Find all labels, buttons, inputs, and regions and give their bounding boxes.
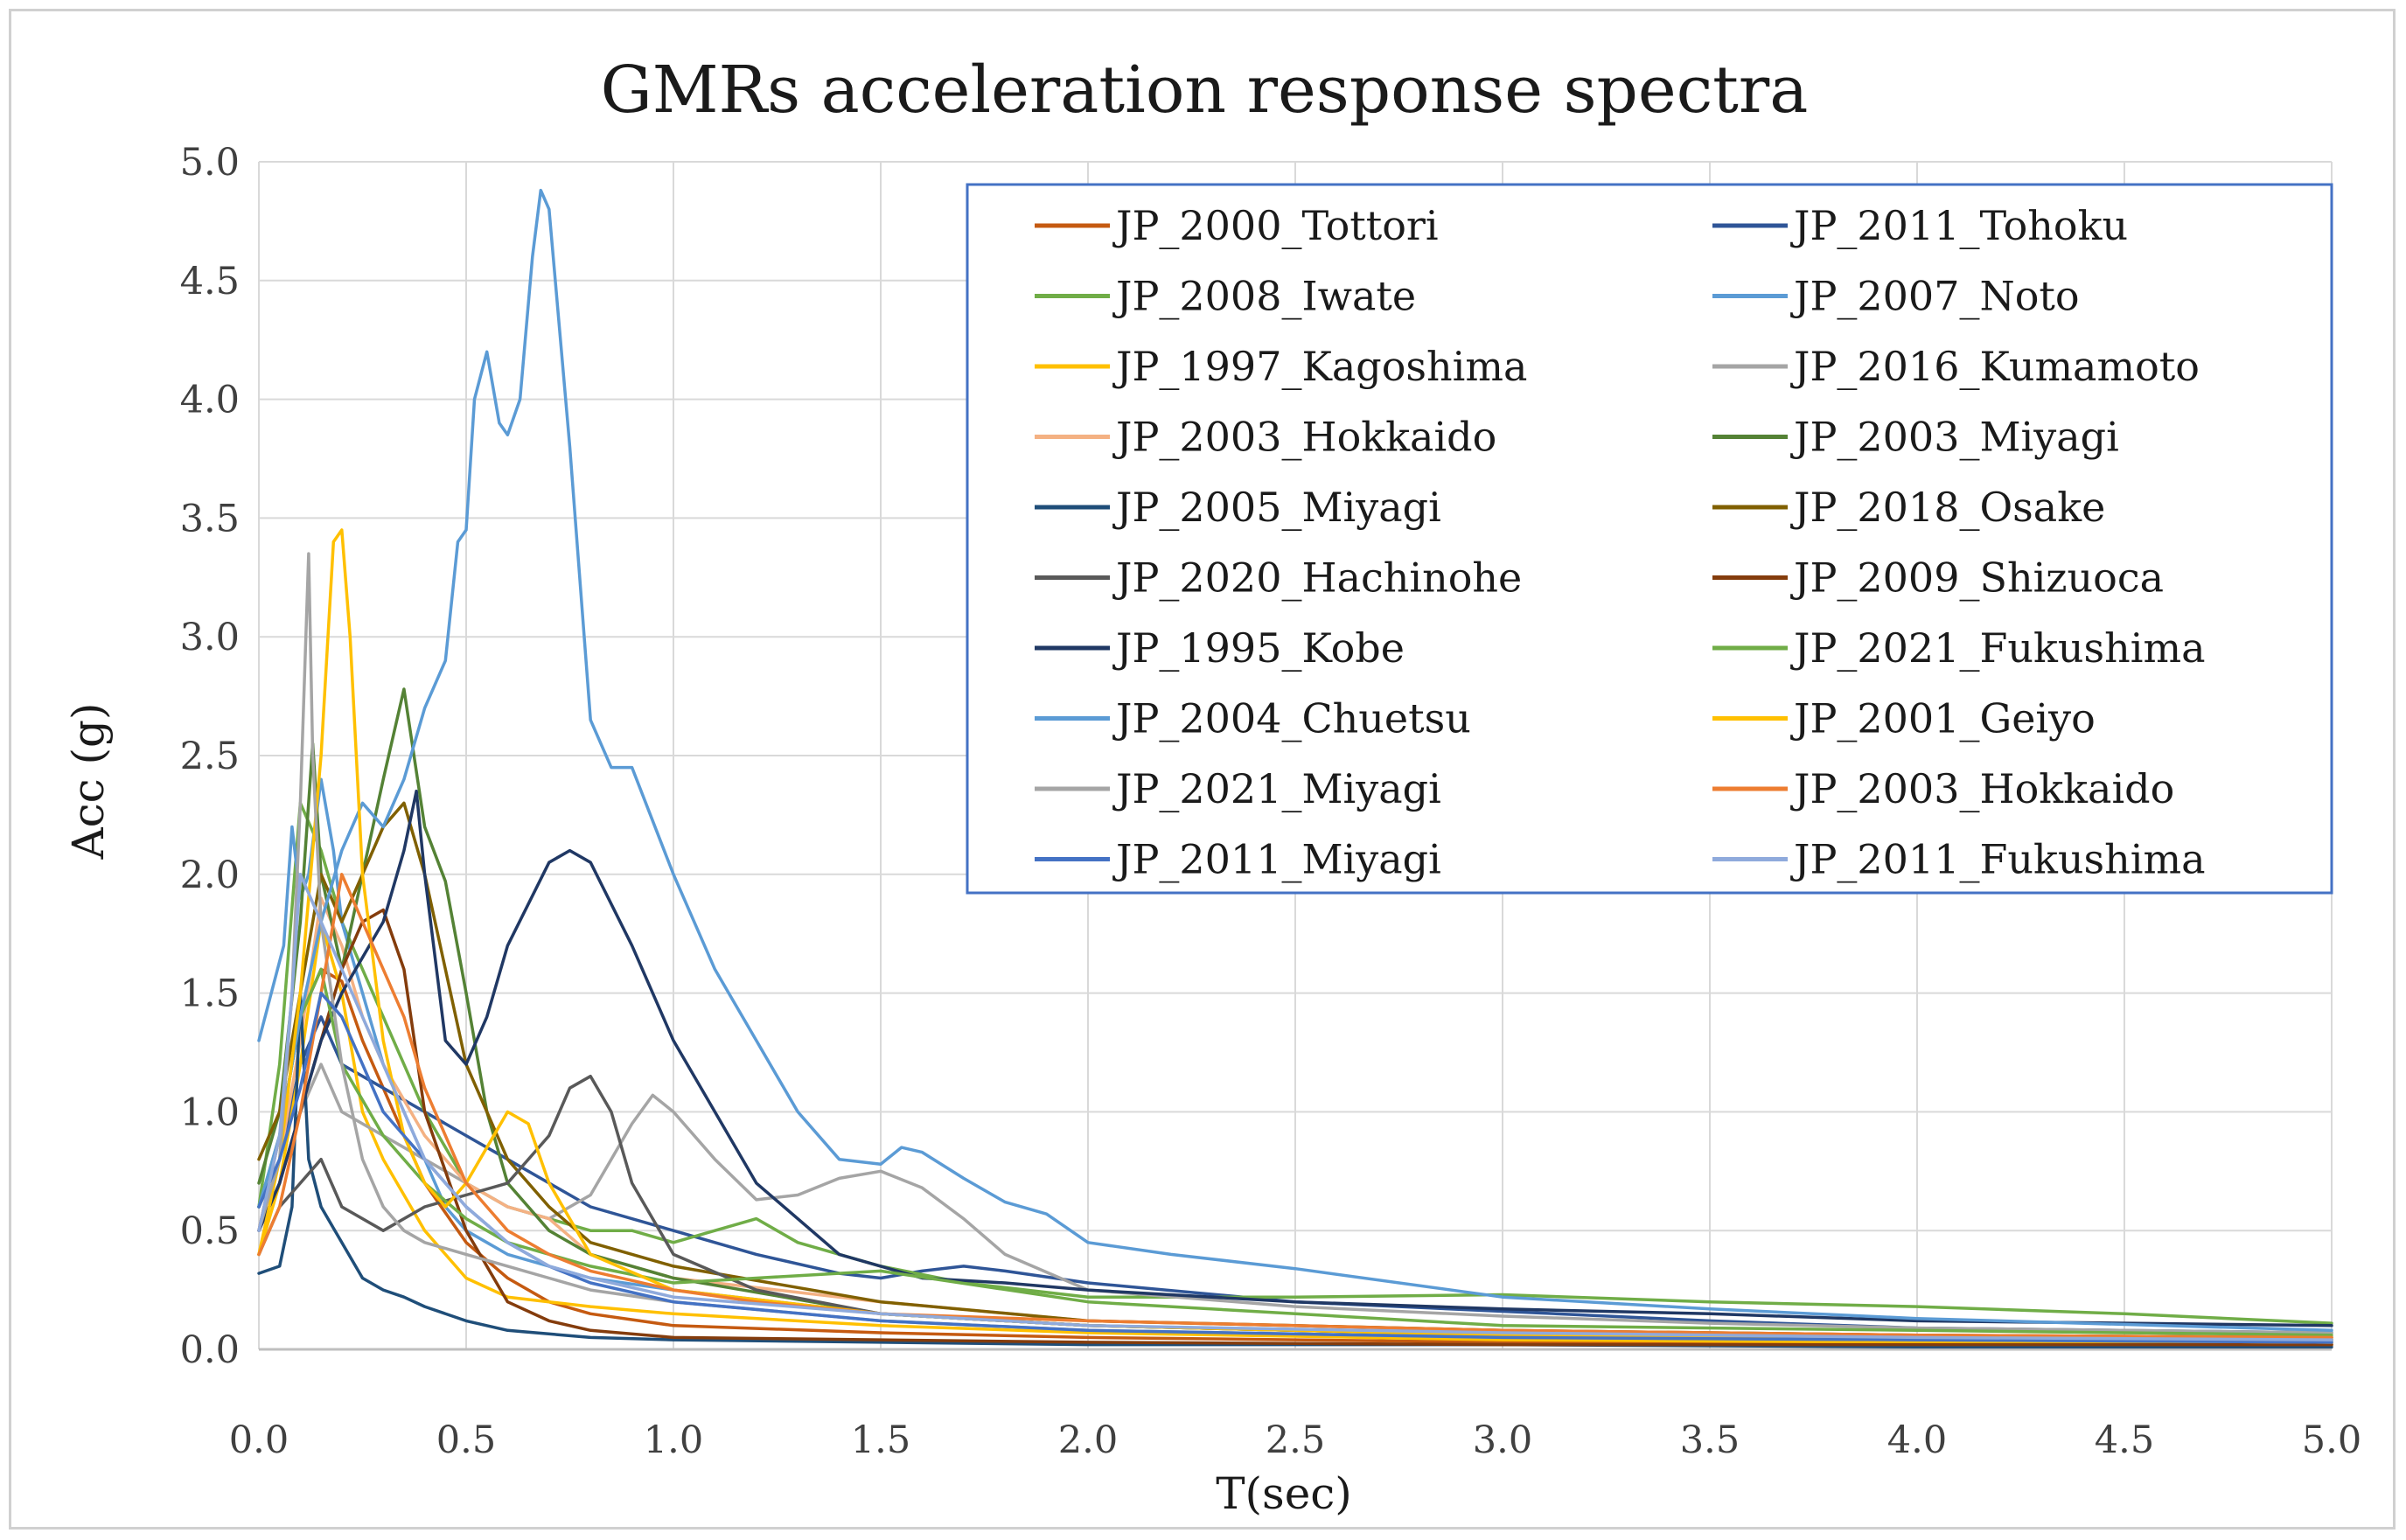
series-line-jp-2011-fukushima bbox=[257, 873, 2333, 1341]
legend-label: JP_2003_Hokkaido bbox=[1790, 765, 2174, 812]
series-line-jp-2005-miyagi bbox=[257, 991, 2333, 1349]
legend-label: JP_2005_Miyagi bbox=[1112, 484, 1441, 531]
legend: JP_2000_Tottori JP_2011_Tohoku JP_2008_Iwa… bbox=[966, 183, 2333, 895]
legend-label: JP_2021_Fukushima bbox=[1790, 624, 2206, 672]
y-tick-label: 4.0 bbox=[180, 379, 240, 422]
legend-label: JP_2003_Hokkaido bbox=[1112, 414, 1496, 461]
series-line-jp-1995-kobe bbox=[257, 789, 2333, 1327]
y-tick-label: 2.5 bbox=[180, 735, 240, 778]
x-tick-label: 0.0 bbox=[229, 1418, 289, 1462]
legend-label: JP_2007_Noto bbox=[1790, 273, 2080, 320]
y-tick-label: 0.5 bbox=[180, 1209, 240, 1253]
y-tick-label: 4.5 bbox=[180, 260, 240, 303]
legend-label: JP_2011_Tohoku bbox=[1790, 202, 2128, 249]
chart-svg: GMRs acceleration response spectra 0.00.… bbox=[63, 52, 2361, 1519]
legend-label: JP_2021_Miyagi bbox=[1112, 765, 1441, 812]
x-tick-label: 3.0 bbox=[1473, 1418, 1532, 1462]
legend-label: JP_2009_Shizuoca bbox=[1790, 554, 2164, 602]
y-tick-label: 3.0 bbox=[180, 616, 240, 659]
y-axis-title: Acc (g) bbox=[63, 702, 114, 860]
series-line-jp-2003-hokkaido bbox=[257, 873, 2333, 1340]
legend-label: JP_1995_Kobe bbox=[1112, 624, 1405, 672]
x-tick-label: 2.0 bbox=[1058, 1418, 1118, 1462]
legend-label: JP_2001_Geiyo bbox=[1790, 695, 2096, 742]
legend-label: JP_2016_Kumamoto bbox=[1790, 343, 2200, 390]
x-tick-label: 4.0 bbox=[1887, 1418, 1947, 1462]
legend-label: JP_2004_Chuetsu bbox=[1112, 695, 1471, 742]
x-axis-title: T(sec) bbox=[1216, 1468, 1352, 1519]
legend-label: JP_2018_Osake bbox=[1790, 484, 2105, 531]
series-lines bbox=[257, 188, 2333, 1349]
x-tick-label: 1.5 bbox=[851, 1418, 910, 1462]
y-tick-label: 3.5 bbox=[180, 497, 240, 540]
series-line-jp-1997-kagoshima bbox=[257, 920, 2333, 1347]
y-tick-label: 1.0 bbox=[180, 1091, 240, 1134]
y-tick-labels: 0.0 0.5 1.0 1.5 2.0 2.5 3.0 3.5 4.0 4.5 5.0 bbox=[180, 141, 240, 1372]
series-line-jp-2016-kumamoto bbox=[257, 1063, 2333, 1334]
legend-label: JP_2008_Iwate bbox=[1112, 273, 1416, 320]
x-tick-label: 4.5 bbox=[2095, 1418, 2154, 1462]
x-tick-label: 3.5 bbox=[1680, 1418, 1740, 1462]
legend-label: JP_2020_Hachinohe bbox=[1112, 554, 1522, 602]
legend-label: JP_2003_Miyagi bbox=[1790, 414, 2119, 461]
x-tick-label: 5.0 bbox=[2302, 1418, 2361, 1462]
legend-label: JP_2011_Miyagi bbox=[1112, 836, 1441, 883]
y-tick-label: 0.0 bbox=[180, 1328, 240, 1372]
legend-label: JP_2000_Tottori bbox=[1112, 202, 1439, 249]
series-line-jp-2004-chuetsu bbox=[257, 188, 2333, 1333]
y-tick-label: 1.5 bbox=[180, 972, 240, 1016]
legend-label: JP_1997_Kagoshima bbox=[1112, 343, 1527, 390]
chart-figure: GMRs acceleration response spectra 0.0 0.… bbox=[9, 9, 2396, 1530]
legend-label: JP_2011_Fukushima bbox=[1790, 836, 2206, 883]
y-tick-label: 2.0 bbox=[180, 854, 240, 897]
x-tick-label: 2.5 bbox=[1266, 1418, 1325, 1462]
x-tick-label: 0.5 bbox=[436, 1418, 496, 1462]
x-tick-label: 1.0 bbox=[644, 1418, 703, 1462]
y-tick-label: 5.0 bbox=[180, 141, 240, 185]
legend-box bbox=[966, 183, 2333, 895]
x-tick-labels: 0.0 0.5 1.0 1.5 2.0 2.5 3.0 3.5 4.0 4.5 5.0 bbox=[229, 1418, 2361, 1462]
chart-title: GMRs acceleration response spectra bbox=[601, 52, 1809, 128]
